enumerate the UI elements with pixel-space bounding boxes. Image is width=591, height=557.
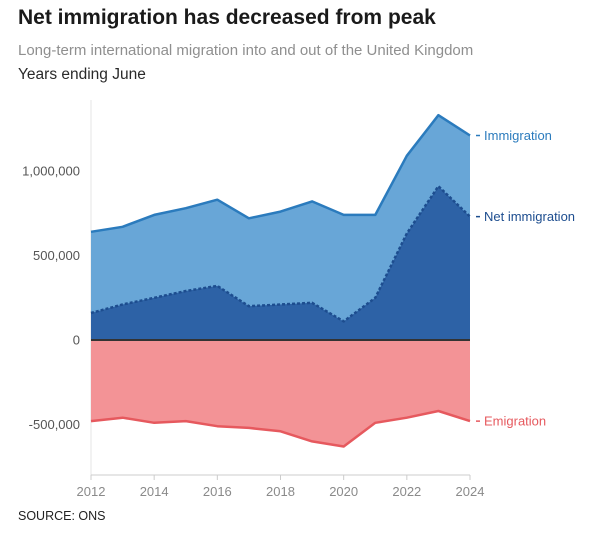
x-tick-label: 2022 — [392, 484, 421, 499]
net-immigration-label: Net immigration — [484, 209, 575, 224]
immigration-area — [91, 115, 470, 340]
period-note: Years ending June — [18, 66, 146, 83]
x-tick-label: 2012 — [77, 484, 106, 499]
chart-title: Net immigration has decreased from peak — [18, 6, 436, 29]
y-tick-label: -500,000 — [29, 417, 80, 432]
immigration-label: Immigration — [484, 128, 552, 143]
x-tick-label: 2018 — [266, 484, 295, 499]
emigration-label: Emigration — [484, 414, 546, 429]
x-tick-label: 2016 — [203, 484, 232, 499]
y-tick-label: 1,000,000 — [22, 164, 80, 179]
chart-subtitle: Long-term international migration into a… — [18, 42, 474, 59]
emigration-line — [90, 409, 471, 448]
source-note: SOURCE: ONS — [18, 509, 106, 523]
net-immigration-line — [90, 184, 471, 323]
y-tick-label: 500,000 — [33, 248, 80, 263]
x-tick-label: 2024 — [456, 484, 485, 499]
immigration-line — [90, 113, 471, 234]
x-tick-label: 2014 — [140, 484, 169, 499]
y-tick-label: 0 — [73, 333, 80, 348]
net-immigration-area — [91, 186, 470, 340]
x-tick-label: 2020 — [329, 484, 358, 499]
